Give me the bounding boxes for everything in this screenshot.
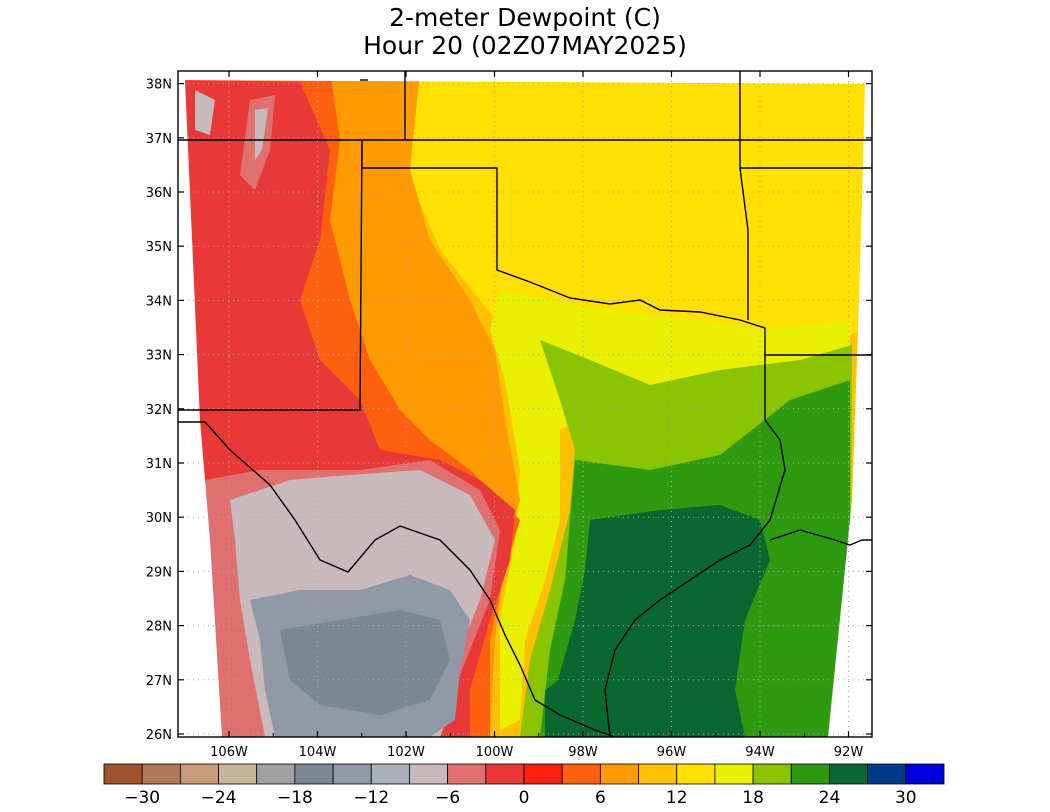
colorbar-swatch — [752, 763, 792, 785]
colorbar-swatch — [179, 763, 219, 785]
lon-tick-label: 96W — [657, 745, 687, 760]
lon-tick-label: 102W — [387, 745, 425, 760]
lat-tick-label: 28N — [146, 620, 172, 635]
lon-tick-label: 94W — [745, 745, 775, 760]
chart-title: 2-meter Dewpoint (C) — [389, 3, 661, 32]
colorbar-label: 30 — [895, 788, 917, 808]
colorbar-swatch — [638, 763, 678, 785]
colorbar-swatch — [867, 763, 907, 785]
colorbar-swatch — [676, 763, 716, 785]
colorbar-swatch — [447, 763, 487, 785]
lat-tick-label: 38N — [146, 78, 172, 93]
lat-tick-label: 30N — [146, 511, 172, 526]
colorbar-label: 6 — [595, 788, 606, 808]
colorbar-swatch — [332, 763, 372, 785]
colorbar-label: 18 — [742, 788, 764, 808]
colorbar-swatch — [409, 763, 449, 785]
lat-tick-label: 35N — [146, 240, 172, 255]
colorbar-swatch — [561, 763, 601, 785]
colorbar: −30 −24 −18 −12 −6 0 6 12 18 24 30 — [103, 763, 945, 808]
colorbar-swatch — [599, 763, 639, 785]
colorbar-label: −30 — [124, 788, 160, 808]
longitude-axis: 106W 104W 102W 100W 98W 96W 94W 92W — [210, 71, 863, 760]
lon-tick-label: 98W — [568, 745, 598, 760]
lon-tick-label: 92W — [834, 745, 864, 760]
lon-tick-label: 100W — [476, 745, 514, 760]
dewpoint-field — [178, 71, 872, 737]
lon-tick-label: 106W — [210, 745, 248, 760]
colorbar-label: −12 — [353, 788, 389, 808]
colorbar-swatch — [829, 763, 869, 785]
colorbar-swatch — [905, 763, 945, 785]
latitude-axis: 26N 27N 28N 29N 30N 31N 32N 33N 34N 35N 36N 37N 38N — [146, 78, 872, 743]
plot-frame — [177, 70, 873, 738]
colorbar-swatch — [294, 763, 334, 785]
lat-tick-label: 36N — [146, 186, 172, 201]
lat-tick-label: 37N — [146, 132, 172, 147]
colorbar-swatch — [714, 763, 754, 785]
lat-tick-label: 26N — [146, 728, 172, 743]
colorbar-label: −18 — [277, 788, 313, 808]
colorbar-swatch — [485, 763, 525, 785]
colorbar-swatch — [256, 763, 296, 785]
colorbar-label: 12 — [666, 788, 688, 808]
lon-tick-label: 104W — [299, 745, 337, 760]
colorbar-swatch — [370, 763, 410, 785]
colorbar-swatch — [141, 763, 181, 785]
gridlines — [178, 71, 872, 737]
colorbar-label: −24 — [201, 788, 237, 808]
lat-tick-label: 31N — [146, 457, 172, 472]
colorbar-swatch — [790, 763, 830, 785]
colorbar-swatch — [218, 763, 258, 785]
lat-tick-label: 29N — [146, 565, 172, 580]
colorbar-swatch — [523, 763, 563, 785]
lat-tick-label: 33N — [146, 349, 172, 364]
lat-tick-label: 27N — [146, 674, 172, 689]
colorbar-label: 0 — [519, 788, 530, 808]
state-borders — [178, 71, 872, 738]
chart-subtitle: Hour 20 (02Z07MAY2025) — [363, 31, 687, 60]
colorbar-label: −6 — [435, 788, 460, 808]
lat-tick-label: 32N — [146, 403, 172, 418]
lat-tick-label: 34N — [146, 294, 172, 309]
colorbar-label: 24 — [819, 788, 841, 808]
colorbar-swatch — [103, 763, 143, 785]
